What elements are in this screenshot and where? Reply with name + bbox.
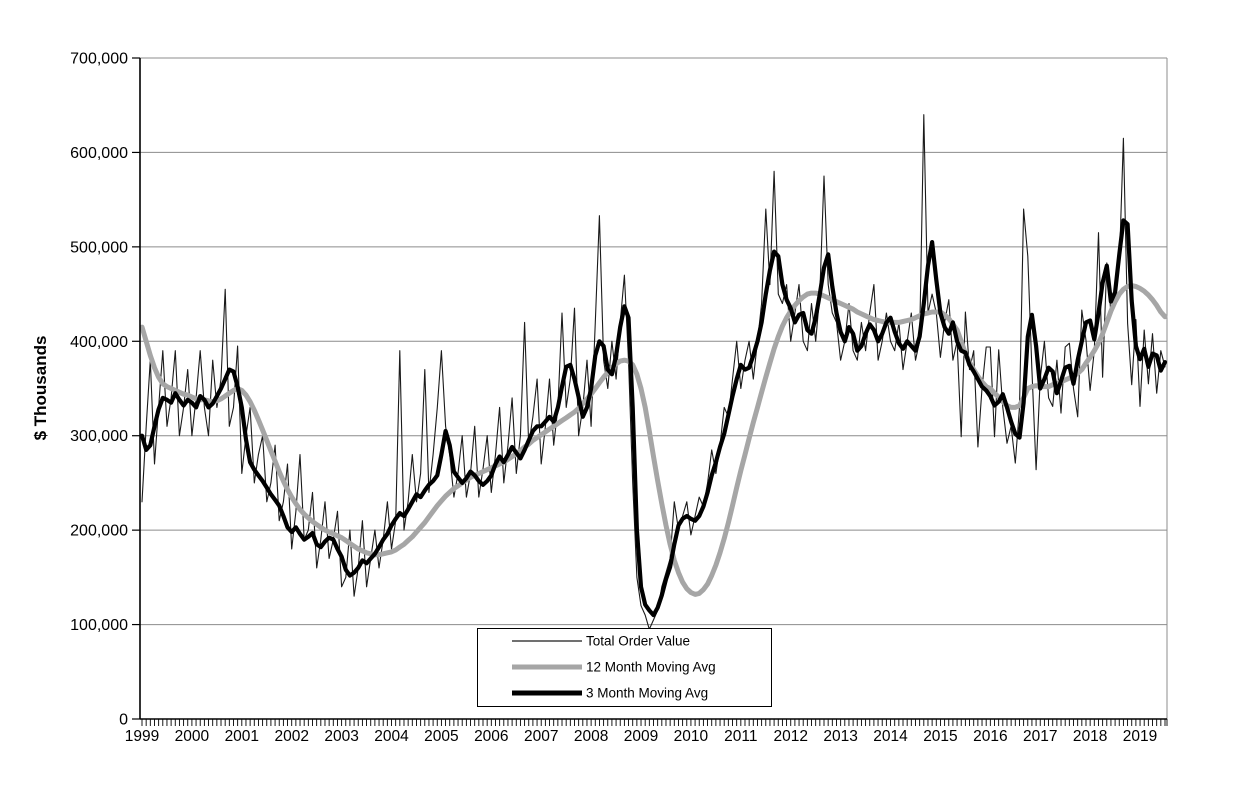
x-axis-year-label: 2017: [1023, 728, 1057, 745]
y-axis-tick-label: 400,000: [70, 334, 128, 351]
x-axis-year-label: 2000: [175, 728, 210, 745]
x-axis-year-label: 2006: [474, 728, 508, 745]
x-axis-year-label: 1999: [125, 728, 159, 745]
y-axis-tick-label: 300,000: [70, 428, 128, 445]
axes-layer: 0 100,000 200,000 300,000 400,000 500,000 600,…: [70, 51, 1168, 745]
x-axis-year-label: 2004: [374, 728, 409, 745]
series-line-3-month-moving-avg: [139, 218, 1168, 618]
y-axis-tick-label: 0: [119, 712, 128, 729]
y-axis-tick-label: 500,000: [70, 239, 128, 256]
legend-label-total-order-value: Total Order Value: [586, 634, 690, 649]
gridlines-layer: [140, 57, 1168, 719]
legend: Total Order Value 12 Month Moving Avg 3 …: [477, 628, 772, 707]
x-axis-year-label: 2016: [973, 728, 1007, 745]
y-axis-tick-label: 600,000: [70, 145, 128, 162]
legend-label-3-month-moving-avg: 3 Month Moving Avg: [586, 686, 708, 701]
series-line-total-order-value: [141, 114, 1166, 630]
x-axis-year-label: 2008: [574, 728, 608, 745]
x-axis-year-label: 2011: [724, 728, 757, 745]
x-axis-year-label: 2014: [873, 728, 908, 745]
x-axis-year-label: 2003: [324, 728, 358, 745]
x-axis-year-label: 2015: [923, 728, 957, 745]
x-axis-year-label: 2005: [424, 728, 458, 745]
y-axis-tick-label: 700,000: [70, 51, 128, 68]
x-axis-year-label: 2019: [1123, 728, 1157, 745]
y-axis-tick-label: 200,000: [70, 523, 128, 540]
x-axis-year-label: 2001: [225, 728, 259, 745]
y-axis-title: $ Thousands: [31, 336, 50, 441]
x-axis-year-label: 2013: [823, 728, 857, 745]
x-axis-year-label: 2002: [274, 728, 308, 745]
x-axis-year-label: 2018: [1073, 728, 1107, 745]
series-line-12-month-moving-avg: [139, 283, 1168, 597]
series-layer: [139, 114, 1168, 630]
x-axis-year-label: 2009: [624, 728, 658, 745]
x-axis-year-label: 2010: [674, 728, 709, 745]
x-axis-year-label: 2012: [773, 728, 807, 745]
y-axis-tick-label: 100,000: [70, 617, 128, 634]
x-axis-year-label: 2007: [524, 728, 558, 745]
legend-label-12-month-moving-avg: 12 Month Moving Avg: [586, 660, 716, 675]
